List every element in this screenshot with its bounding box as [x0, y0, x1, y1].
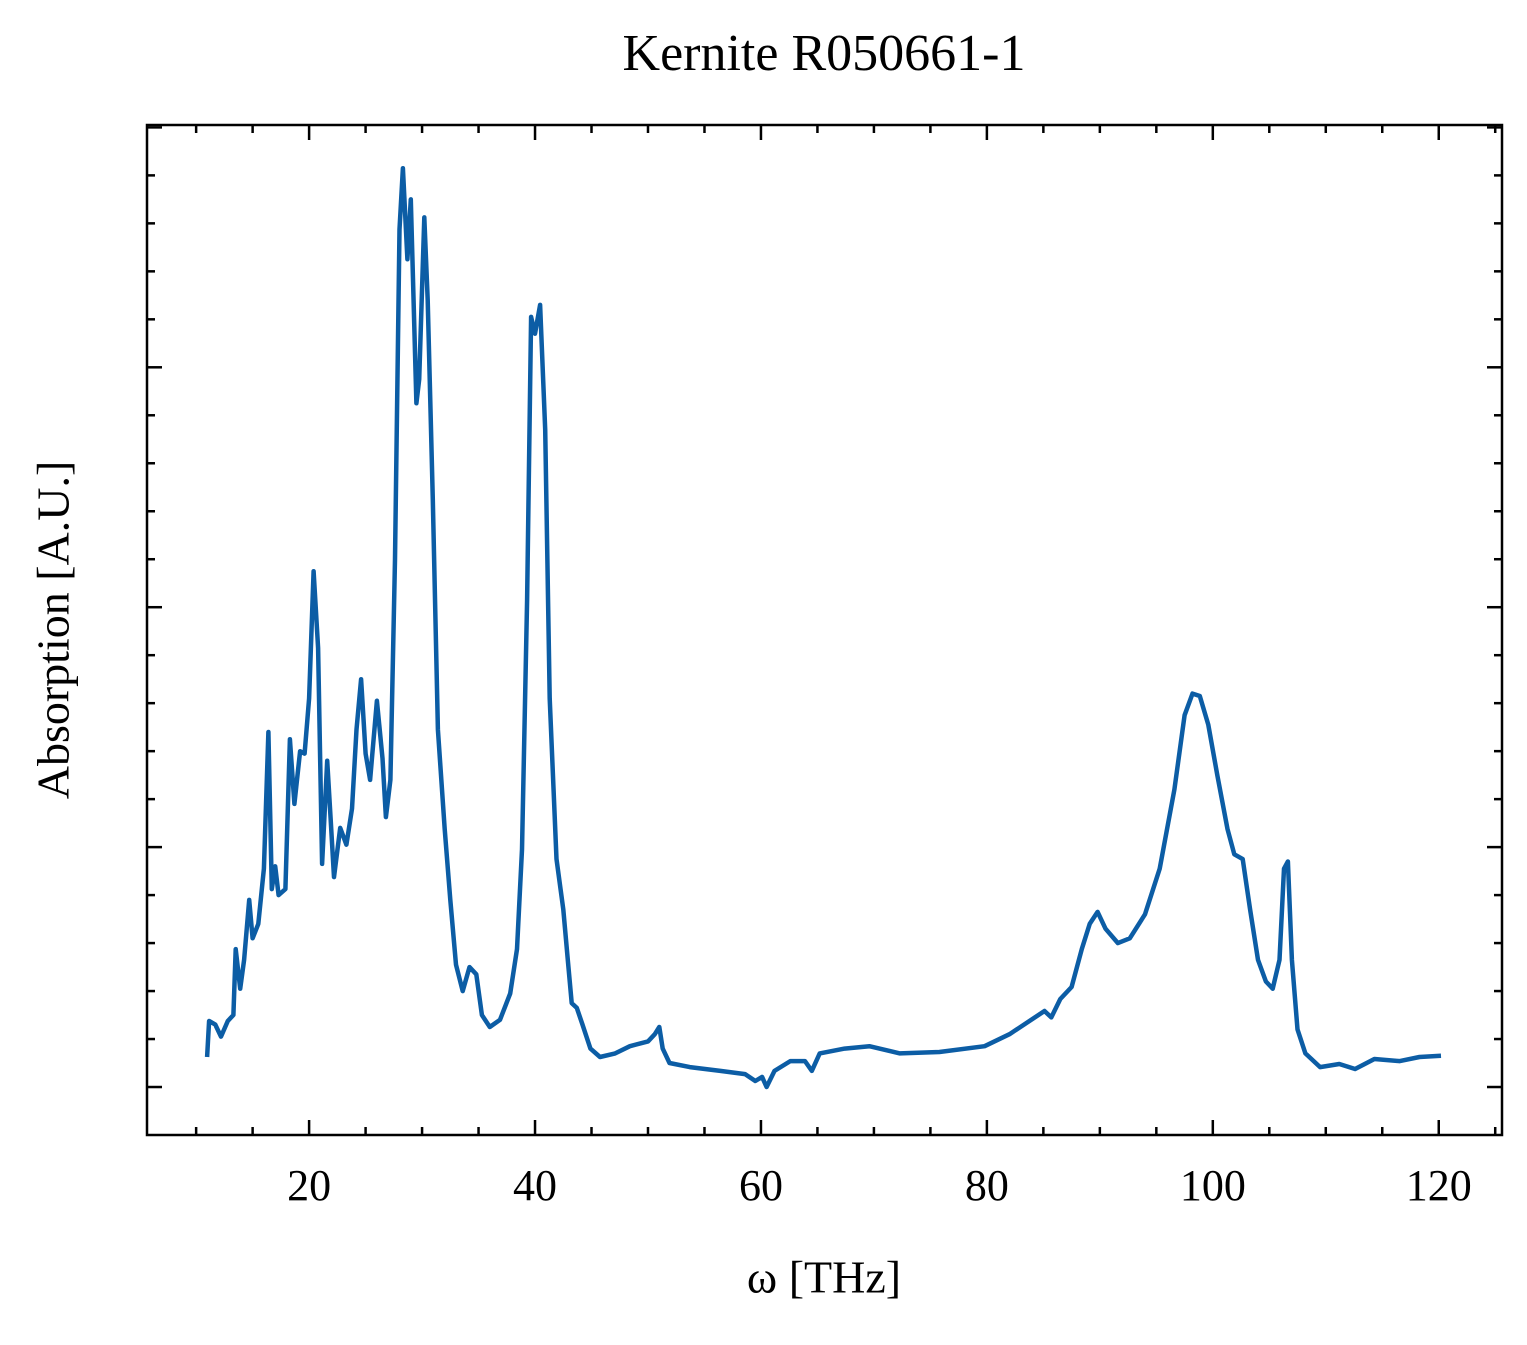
x-tick-label: 100 — [1180, 1161, 1246, 1210]
x-tick-label: 120 — [1406, 1161, 1472, 1210]
x-tick-label: 40 — [513, 1161, 557, 1210]
x-axis-label: ω [THz] — [747, 1252, 901, 1303]
x-tick-label: 80 — [965, 1161, 1009, 1210]
plot-frame — [145, 123, 1504, 1137]
y-axis-label: Absorption [A.U.] — [28, 461, 79, 800]
chart-title: Kernite R050661-1 — [623, 25, 1026, 82]
x-tick-label: 20 — [287, 1161, 331, 1210]
data-line — [204, 165, 1442, 1090]
x-tick-label: 60 — [739, 1161, 783, 1210]
